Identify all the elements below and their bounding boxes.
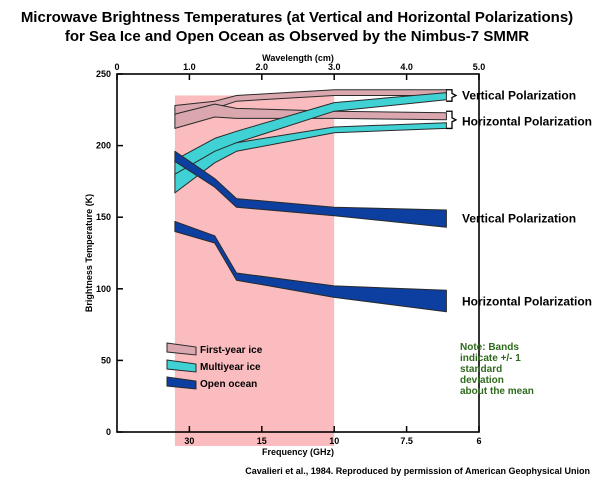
legend: First-year ice Multiyear ice Open ocean <box>166 342 263 390</box>
legend-swatch <box>166 376 197 390</box>
note-line: Note: Bands <box>460 342 519 353</box>
top-axis-label: Wavelength (cm) <box>262 53 334 63</box>
annotations: Vertical Polarization Horizontal Polariza… <box>446 88 592 397</box>
top-tick-label: 0 <box>114 62 119 72</box>
data-bands <box>174 89 447 313</box>
top-tick-label: 4.0 <box>400 62 413 72</box>
y-tick-label: 250 <box>96 69 111 79</box>
bottom-tick-label: 15 <box>257 436 267 446</box>
legend-label: First-year ice <box>200 345 263 356</box>
bottom-tick-label: 10 <box>329 436 339 446</box>
y-tick-label: 0 <box>106 427 111 437</box>
horizontal-bracket <box>446 110 458 130</box>
bottom-axis-label: Frequency (GHz) <box>262 447 334 457</box>
bottom-tick-label: 6 <box>476 436 481 446</box>
band-open-ocean-vertical <box>174 150 447 228</box>
y-tick-label: 150 <box>96 212 111 222</box>
chart-title-line-1: Microwave Brightness Temperatures (at Ve… <box>21 9 573 26</box>
top-tick-label: 2.0 <box>256 62 269 72</box>
legend-swatch <box>166 359 197 373</box>
note-line: standard <box>460 364 502 375</box>
vertical-bracket <box>446 89 458 102</box>
bottom-tick-label: 30 <box>184 436 194 446</box>
plot-frame <box>116 73 480 433</box>
top-tick-label: 3.0 <box>328 62 341 72</box>
polarization-label: Vertical Polarization <box>462 88 576 102</box>
top-tick-label: 1.0 <box>183 62 196 72</box>
polarization-label: Horizontal Polarization <box>462 114 592 128</box>
legend-label: Open ocean <box>200 379 257 390</box>
chart-title-line-2: for Sea Ice and Open Ocean as Observed b… <box>65 28 529 45</box>
y-tick-label: 200 <box>96 141 111 151</box>
legend-swatch <box>166 342 197 356</box>
bottom-tick-label: 7.5 <box>400 436 413 446</box>
y-tick-label: 50 <box>101 355 111 365</box>
polarization-label: Horizontal Polarization <box>462 295 592 309</box>
y-axis-label: Brightness Temperature (K) <box>84 194 94 312</box>
note-line: deviation <box>460 375 504 386</box>
source-credit: Cavalieri et al., 1984. Reproduced by pe… <box>245 466 590 476</box>
note-line: indicate +/- 1 <box>460 353 521 364</box>
y-tick-label: 100 <box>96 284 111 294</box>
legend-label: Multiyear ice <box>200 362 261 373</box>
top-tick-label: 5.0 <box>473 62 486 72</box>
note-line: about the mean <box>460 386 534 397</box>
polarization-label: Vertical Polarization <box>462 212 576 226</box>
band-open-ocean-horizontal <box>174 221 447 313</box>
